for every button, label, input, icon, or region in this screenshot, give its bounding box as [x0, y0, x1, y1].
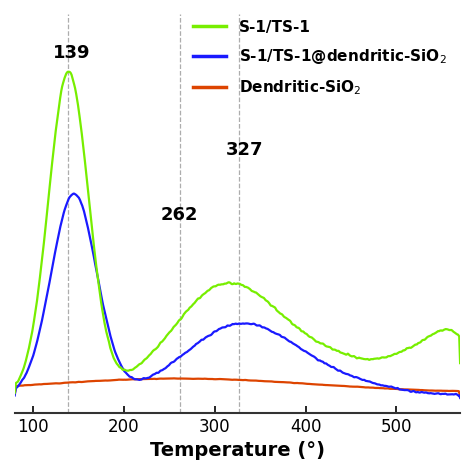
X-axis label: Temperature (°): Temperature (°): [150, 441, 325, 460]
Legend: S-1/TS-1, S-1/TS-1@dendritic-SiO$_2$, Dendritic-SiO$_2$: S-1/TS-1, S-1/TS-1@dendritic-SiO$_2$, De…: [187, 14, 453, 103]
Text: 262: 262: [160, 206, 198, 224]
Text: 139: 139: [53, 45, 91, 63]
Text: 327: 327: [226, 141, 263, 159]
